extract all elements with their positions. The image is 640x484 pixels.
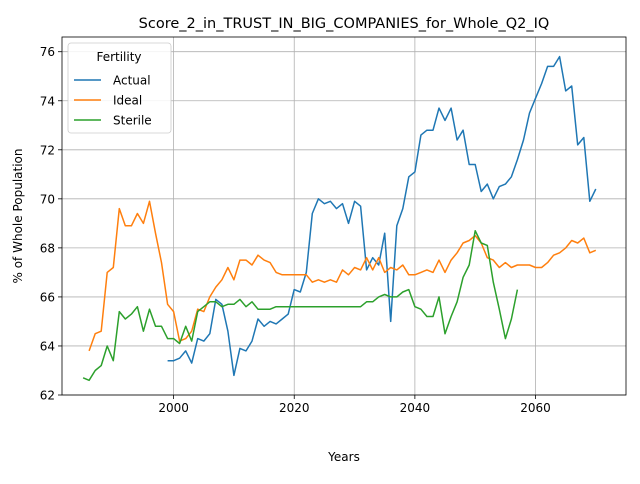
series-line-actual bbox=[167, 55, 597, 377]
y-tick-label: 76 bbox=[40, 45, 55, 59]
y-tick-label: 74 bbox=[40, 94, 55, 108]
y-axis-ticks: 62 64 66 68 70 72 74 76 bbox=[40, 45, 62, 403]
y-axis-label: % of Whole Population bbox=[11, 149, 25, 284]
plot-frame bbox=[61, 36, 627, 396]
x-axis-ticks: 2000 2020 2040 2060 bbox=[158, 395, 551, 415]
legend-label-ideal: Ideal bbox=[113, 94, 142, 108]
chart-title: Score_2_in_TRUST_IN_BIG_COMPANIES_for_Wh… bbox=[139, 16, 550, 32]
y-tick-label: 70 bbox=[40, 192, 55, 206]
legend-items: Actual Ideal Sterile bbox=[74, 74, 152, 128]
series-lines bbox=[82, 55, 597, 382]
y-tick-label: 66 bbox=[40, 290, 55, 304]
y-tick-label: 62 bbox=[40, 389, 55, 403]
legend-box bbox=[67, 42, 172, 134]
y-tick-label: 64 bbox=[40, 339, 55, 353]
legend: Fertility Actual Ideal Sterile bbox=[67, 42, 172, 134]
grid bbox=[62, 37, 626, 396]
y-tick-label: 72 bbox=[40, 143, 55, 157]
x-tick-label: 2040 bbox=[400, 401, 431, 415]
series-line-sterile bbox=[82, 229, 519, 382]
series-line-ideal bbox=[88, 200, 597, 352]
y-tick-label: 68 bbox=[40, 241, 55, 255]
legend-title: Fertility bbox=[96, 50, 141, 64]
legend-label-actual: Actual bbox=[113, 74, 151, 88]
x-tick-label: 2060 bbox=[520, 401, 551, 415]
x-axis-label: Years bbox=[327, 450, 360, 464]
x-tick-label: 2020 bbox=[279, 401, 310, 415]
legend-label-sterile: Sterile bbox=[113, 114, 152, 128]
x-tick-label: 2000 bbox=[158, 401, 189, 415]
